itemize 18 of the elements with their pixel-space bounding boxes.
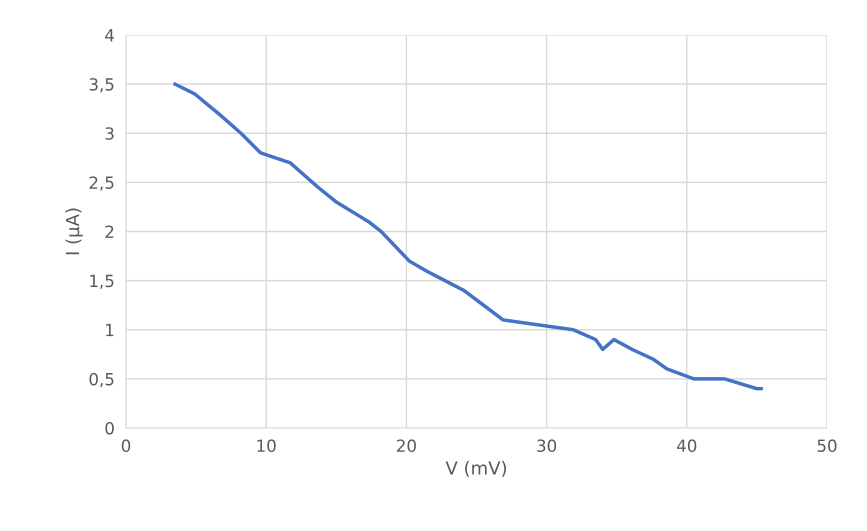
y-tick-label: 1 [106, 324, 114, 336]
x-tick-label: 20 [397, 439, 416, 452]
y-tick-label: 1,5 [90, 274, 114, 289]
y-tick-label: 2,5 [90, 176, 114, 191]
x-tick-label: 30 [537, 439, 556, 452]
line-series [173, 82, 763, 390]
y-tick-label: 0,5 [89, 372, 114, 388]
y-tick-label: 0 [105, 422, 114, 435]
y-tick-label: 3 [106, 127, 114, 140]
x-tick-label: 50 [818, 439, 836, 452]
y-axis-title: I (µA) [65, 208, 83, 254]
y-tick-label: 2 [106, 225, 114, 238]
x-tick-label: 0 [122, 439, 130, 452]
y-tick-label: 3,5 [90, 78, 114, 92]
x-tick-label: 40 [677, 439, 696, 452]
x-tick-label: 10 [257, 439, 276, 452]
y-tick-label: 4 [105, 29, 114, 42]
x-axis-title: V (mV) [446, 460, 506, 477]
